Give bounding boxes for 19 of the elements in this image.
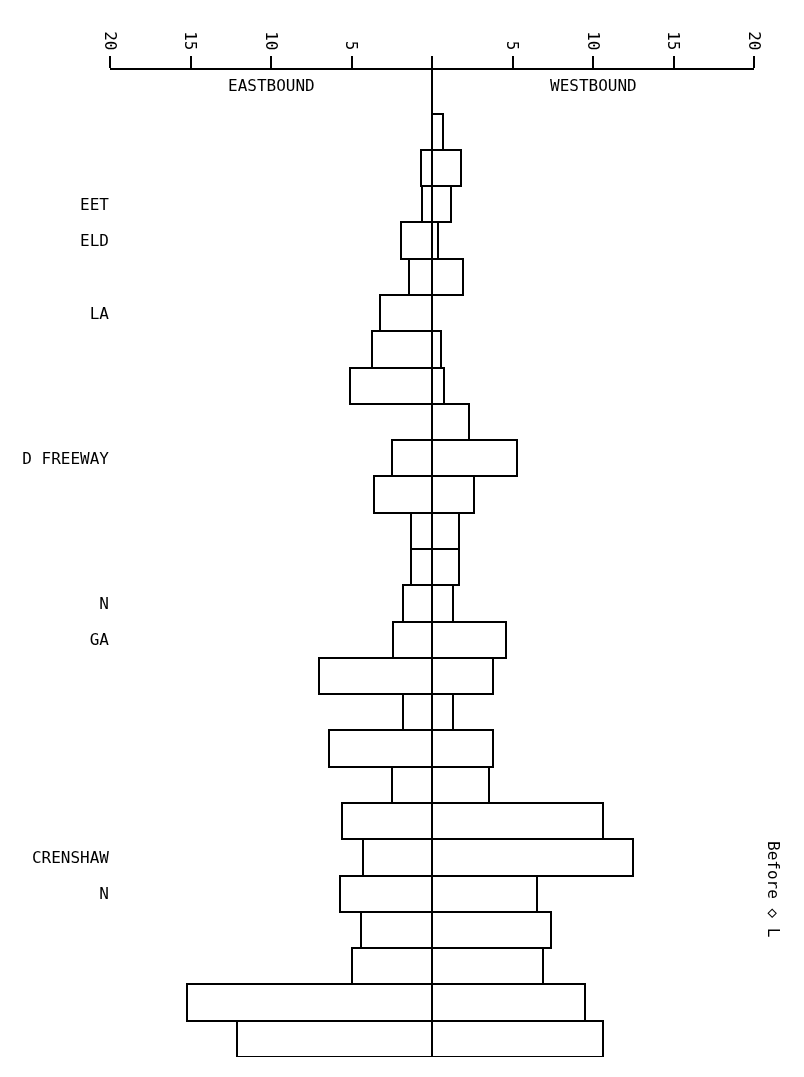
x-tick-label: 15 (181, 31, 201, 51)
text: EASTBOUND (228, 76, 315, 95)
y-tick-label: N (99, 594, 109, 614)
text: WESTBOUND (550, 76, 637, 95)
y-tick-label: CRENSHAW (31, 848, 110, 868)
x-tick-label: 20 (744, 31, 764, 51)
y-tick-label: N (99, 884, 109, 904)
x-tick-label: 10 (583, 31, 603, 51)
x-tick-label: 15 (664, 31, 684, 51)
y-tick-label: ELD (80, 231, 109, 251)
x-tick-label: 5 (503, 40, 523, 51)
y-tick-label: GA (89, 630, 110, 650)
y-tick-label: EET (80, 194, 110, 214)
x-tick-label: 5 (342, 40, 362, 51)
x-tick-label: 10 (261, 31, 281, 51)
text: Before ◇ L (764, 841, 784, 938)
x-tick-label: 20 (100, 31, 120, 51)
y-tick-label: D FREEWAY (22, 448, 110, 468)
y-tick-label: LA (89, 303, 110, 323)
